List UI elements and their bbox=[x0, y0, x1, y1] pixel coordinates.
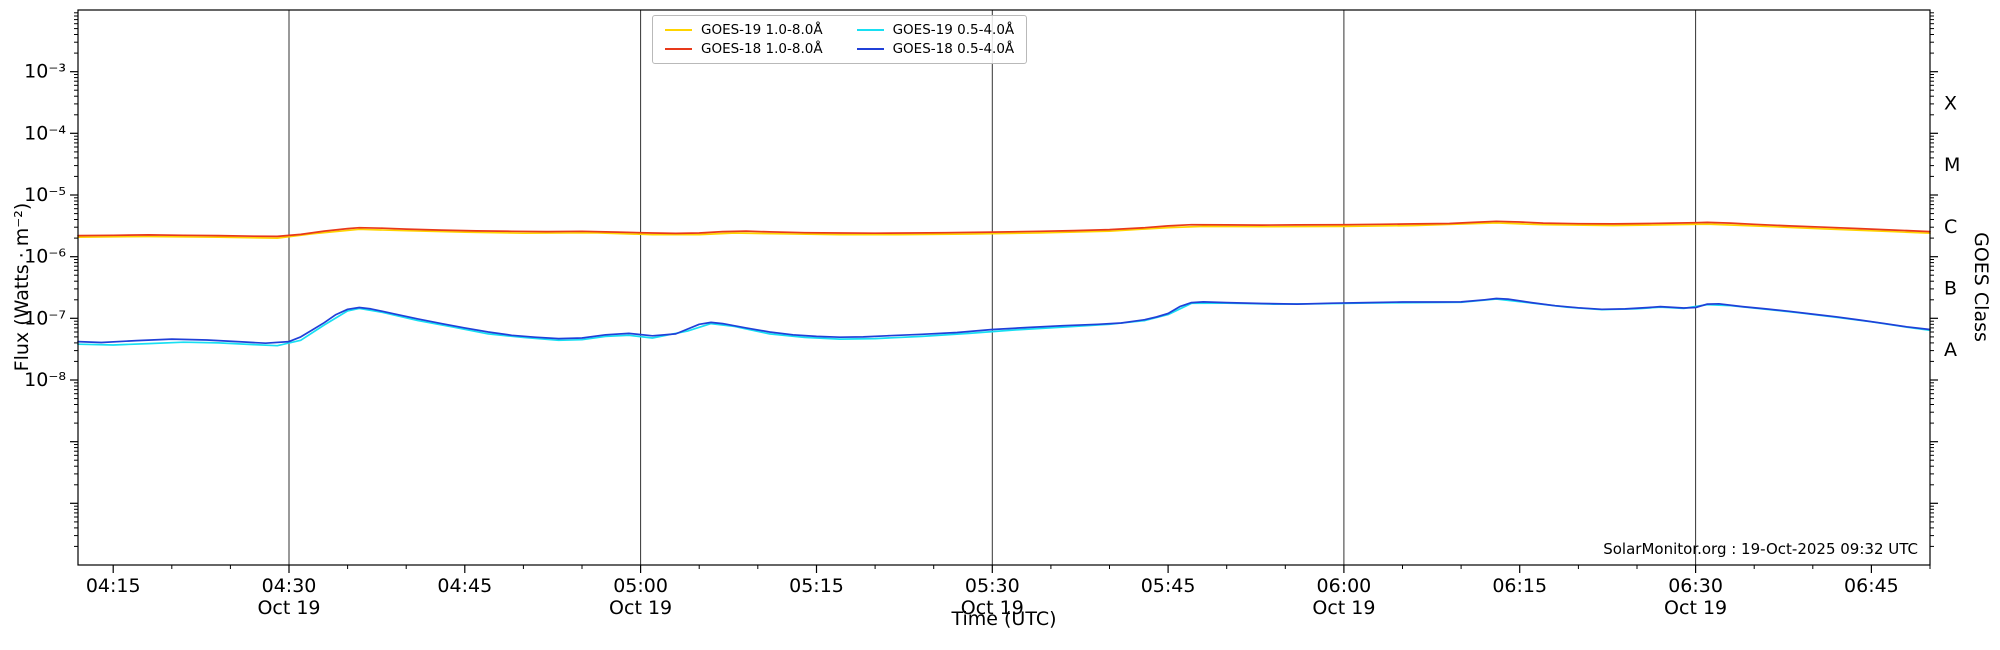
x-tick-date-label: Oct 19 bbox=[257, 597, 320, 619]
legend-swatch-icon bbox=[856, 48, 884, 50]
x-tick-date-label: Oct 19 bbox=[1312, 597, 1375, 619]
goes-class-label-a: A bbox=[1944, 339, 1957, 361]
legend-item-goes-19-0-5-4-0: GOES-19 0.5-4.0Å bbox=[856, 22, 1015, 38]
x-tick-label: 06:15 bbox=[1492, 575, 1547, 597]
y-tick-label: 10⁻³ bbox=[24, 61, 66, 83]
x-tick-label: 05:15 bbox=[789, 575, 844, 597]
y-axis-label: Flux (Watts · m⁻²) bbox=[11, 202, 33, 372]
y-tick-label: 10⁻⁴ bbox=[24, 122, 66, 144]
legend-label: GOES-19 1.0-8.0Å bbox=[701, 22, 823, 38]
legend-item-goes-19-1-0-8-0: GOES-19 1.0-8.0Å bbox=[665, 22, 823, 38]
series-line-goes-19-0-5-4-0 bbox=[77, 298, 1931, 347]
x-tick-date-label: Oct 19 bbox=[609, 597, 672, 619]
series-line-goes-18-0-5-4-0 bbox=[77, 297, 1931, 345]
legend-swatch-icon bbox=[665, 29, 692, 31]
x-tick-label: 04:30 bbox=[262, 575, 317, 597]
series-line-goes-18-1-0-8-0 bbox=[77, 220, 1931, 238]
x-tick-label: 05:00 bbox=[613, 575, 668, 597]
legend-swatch-icon bbox=[856, 29, 884, 31]
x-tick-label: 06:00 bbox=[1317, 575, 1372, 597]
goes-class-label-c: C bbox=[1944, 216, 1957, 238]
credit-text: SolarMonitor.org : 19-Oct-2025 09:32 UTC bbox=[1603, 540, 1918, 558]
x-tick-label: 06:30 bbox=[1668, 575, 1723, 597]
goes-class-label-b: B bbox=[1944, 278, 1957, 300]
x-tick-date-label: Oct 19 bbox=[1664, 597, 1727, 619]
legend-item-goes-18-1-0-8-0: GOES-18 1.0-8.0Å bbox=[665, 41, 823, 57]
y-tick-label: 10⁻⁷ bbox=[24, 307, 66, 329]
x-tick-label: 04:45 bbox=[437, 575, 492, 597]
series-line-goes-19-1-0-8-0 bbox=[77, 222, 1931, 239]
x-tick-label: 04:15 bbox=[86, 575, 141, 597]
x-tick-label: 05:30 bbox=[965, 575, 1020, 597]
legend-swatch-icon bbox=[665, 48, 692, 50]
x-tick-label: 05:45 bbox=[1141, 575, 1196, 597]
y-tick-label: 10⁻⁵ bbox=[24, 184, 66, 206]
legend-label: GOES-18 1.0-8.0Å bbox=[701, 41, 823, 57]
legend-label: GOES-18 0.5-4.0Å bbox=[892, 41, 1015, 57]
y-tick-label: 10⁻⁶ bbox=[24, 246, 66, 268]
x-tick-label: 06:45 bbox=[1844, 575, 1899, 597]
right-axis-label: GOES Class bbox=[1970, 232, 1992, 342]
legend-label: GOES-19 0.5-4.0Å bbox=[892, 22, 1015, 38]
x-tick-date-label: Oct 19 bbox=[961, 597, 1024, 619]
plot-border bbox=[77, 9, 1931, 566]
x-axis-label: Time (UTC) bbox=[951, 608, 1057, 630]
y-tick-label: 10⁻⁸ bbox=[24, 369, 66, 391]
legend: GOES-19 1.0-8.0Å GOES-18 1.0-8.0Å GOES-19 … bbox=[652, 15, 1028, 64]
goes-class-label-x: X bbox=[1944, 93, 1957, 115]
goes-class-label-m: M bbox=[1944, 154, 1960, 176]
legend-item-goes-18-0-5-4-0: GOES-18 0.5-4.0Å bbox=[856, 41, 1015, 57]
